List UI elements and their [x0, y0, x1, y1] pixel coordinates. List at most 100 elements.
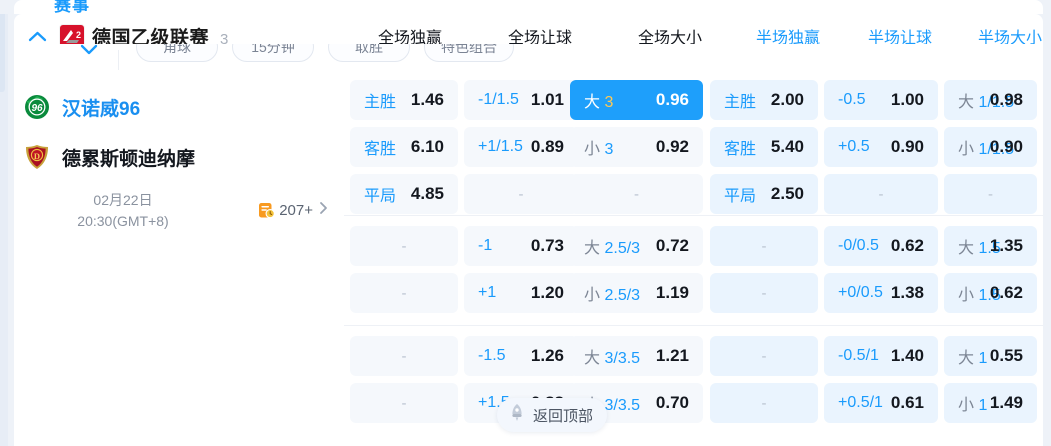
empty-dash: - [988, 185, 993, 203]
back-to-top-label: 返回顶部 [533, 407, 594, 425]
odds-label: +1 [478, 284, 497, 301]
svg-text:D: D [34, 151, 40, 161]
odds-cell-full-hcp-away[interactable]: +1/1.5 0.89 [464, 127, 578, 167]
odds-value: 2.50 [770, 184, 804, 203]
match-date: 02月22日 [93, 192, 153, 208]
odds-cell-empty: - [350, 273, 458, 313]
odds-cell-half-draw[interactable]: 平局 2.50 [710, 174, 818, 214]
odds-cell-half-hcp-home-2[interactable]: -0/0.5 0.62 [824, 226, 938, 266]
odds-value: 0.73 [530, 236, 564, 255]
league-title: 德国乙级联赛 3 [92, 23, 228, 50]
odds-cell-full-away[interactable]: 客胜 6.10 [350, 127, 458, 167]
odds-value: 0.98 [989, 90, 1023, 109]
odds-cell-half-under-3[interactable]: 小 1 1.49 [944, 383, 1037, 423]
odds-cell-half-under[interactable]: 小 1/1.5 0.90 [944, 127, 1037, 167]
odds-cell-empty: - [350, 336, 458, 376]
odds-value: 0.55 [989, 346, 1023, 365]
odds-cell-half-over-3[interactable]: 大 1 0.55 [944, 336, 1037, 376]
odds-value: 1.38 [890, 283, 924, 302]
tab-full-overunder[interactable]: 全场大小 [637, 30, 702, 47]
home-team[interactable]: 96 汉诺威96 [24, 90, 140, 124]
odds-label: 平局 [724, 188, 757, 205]
odds-cell-half-hcp-home-3[interactable]: -0.5/1 1.40 [824, 336, 938, 376]
odds-label: +0.5 [838, 138, 870, 155]
match-row: 96 汉诺威96 D 德累斯顿迪纳摩 [14, 70, 1043, 446]
odds-cell-full-hcp-away-2[interactable]: +1 1.20 [464, 273, 578, 313]
odds-cell-full-under-2[interactable]: 小 2.5/3 1.19 [570, 273, 703, 313]
filter-chip-specials[interactable]: 特色组合 [424, 44, 514, 62]
odds-label: 大 1/1.5 [958, 94, 1015, 111]
empty-dash: - [761, 347, 767, 365]
odds-cell-empty: - [710, 336, 818, 376]
odds-label: +0.5/1 [838, 394, 883, 411]
odds-label: 平局 [364, 188, 397, 205]
odds-value: 0.92 [655, 137, 689, 156]
odds-value: 6.10 [410, 137, 444, 156]
odds-label: 小 2.5/3 [584, 287, 641, 304]
odds-grid: 主胜 1.46 -1/1.5 1.01 大 3 0.96 主胜 2.00 -0.… [344, 70, 1043, 446]
back-to-top-button[interactable]: 返回顶部 [497, 398, 608, 432]
odds-cell-half-hcp-away-3[interactable]: +0.5/1 0.61 [824, 383, 938, 423]
odds-block-second: - -1 0.73 大 2.5/3 0.72 - -0/0.5 0.62 大 1… [344, 216, 1043, 326]
odds-cell-half-over-2[interactable]: 大 1.5 1.35 [944, 226, 1037, 266]
odds-label: -1.5 [478, 347, 506, 364]
collapse-league-button[interactable] [14, 14, 60, 58]
dynamo-dresden-crest-icon: D [24, 144, 50, 170]
odds-cell-full-over-3[interactable]: 大 3/3.5 1.21 [570, 336, 703, 376]
chevron-right-icon [319, 201, 328, 220]
odds-cell-empty: - [350, 226, 458, 266]
odds-cell-full-under[interactable]: 小 3 0.92 [570, 127, 703, 167]
odds-label: 小 1 [958, 397, 988, 414]
tab-half-overunder[interactable]: 半场大小 [977, 30, 1042, 47]
odds-cell-half-home[interactable]: 主胜 2.00 [710, 80, 818, 120]
odds-value: 0.90 [890, 137, 924, 156]
quick-filter-row: 角球 15分钟 取胜 特色组合 [14, 44, 1043, 70]
empty-dash: - [401, 394, 407, 412]
odds-cell-full-draw[interactable]: 平局 4.85 [350, 174, 458, 214]
odds-cell-half-hcp-away[interactable]: +0.5 0.90 [824, 127, 938, 167]
filter-chip-corners[interactable]: 角球 [136, 44, 218, 62]
empty-dash: - [761, 394, 767, 412]
odds-label: 小 1/1.5 [958, 141, 1015, 158]
odds-cell-half-under-2[interactable]: 小 1.5 0.62 [944, 273, 1037, 313]
filter-chip-win[interactable]: 取胜 [328, 44, 410, 62]
clipped-heading-text: 赛事 [54, 0, 90, 15]
odds-cell-half-hcp-away-2[interactable]: +0/0.5 1.38 [824, 273, 938, 313]
odds-cell-empty: - [710, 273, 818, 313]
odds-value: 1.01 [530, 90, 564, 109]
odds-cell-full-over[interactable]: 大 3 0.96 [570, 80, 703, 120]
match-datetime-block: 02月22日 20:30(GMT+8) 207+ [14, 190, 344, 236]
tab-full-handicap[interactable]: 全场让球 [507, 30, 572, 47]
tab-full-1x2[interactable]: 全场独赢 [377, 30, 442, 47]
odds-cell-half-over[interactable]: 大 1/1.5 0.98 [944, 80, 1037, 120]
empty-dash: - [761, 284, 767, 302]
left-edge-rail [0, 0, 8, 446]
odds-label: -0.5 [838, 91, 866, 108]
odds-cell-half-hcp-home[interactable]: -0.5 1.00 [824, 80, 938, 120]
odds-value: 0.70 [655, 393, 689, 412]
filter-chip-15min[interactable]: 15分钟 [232, 44, 314, 62]
hannover96-crest-icon: 96 [24, 94, 50, 120]
odds-label: 大 1.5 [958, 240, 1001, 257]
odds-cell-full-home[interactable]: 主胜 1.46 [350, 80, 458, 120]
empty-dash: - [401, 284, 407, 302]
tab-half-1x2[interactable]: 半场独赢 [755, 30, 820, 47]
odds-label: 主胜 [364, 94, 397, 111]
more-markets-button[interactable]: 207+ [258, 201, 328, 220]
odds-cell-empty: - [824, 174, 938, 214]
filter-divider [118, 50, 119, 70]
odds-cell-half-away[interactable]: 客胜 5.40 [710, 127, 818, 167]
match-datetime: 02月22日 20:30(GMT+8) [28, 190, 218, 232]
odds-cell-full-hcp-home-2[interactable]: -1 0.73 [464, 226, 578, 266]
card-top-edge [14, 0, 1043, 14]
away-team[interactable]: D 德累斯顿迪纳摩 [24, 140, 195, 174]
odds-cell-full-over-2[interactable]: 大 2.5/3 0.72 [570, 226, 703, 266]
empty-dash: - [401, 347, 407, 365]
expand-filters-button[interactable] [74, 44, 104, 64]
odds-cell-full-hcp-home[interactable]: -1/1.5 1.01 [464, 80, 578, 120]
odds-cell-full-hcp-home-3[interactable]: -1.5 1.26 [464, 336, 578, 376]
league-match-count: 3 [220, 30, 229, 48]
tab-half-handicap[interactable]: 半场让球 [867, 30, 932, 47]
league-name: 德国乙级联赛 [92, 27, 210, 49]
